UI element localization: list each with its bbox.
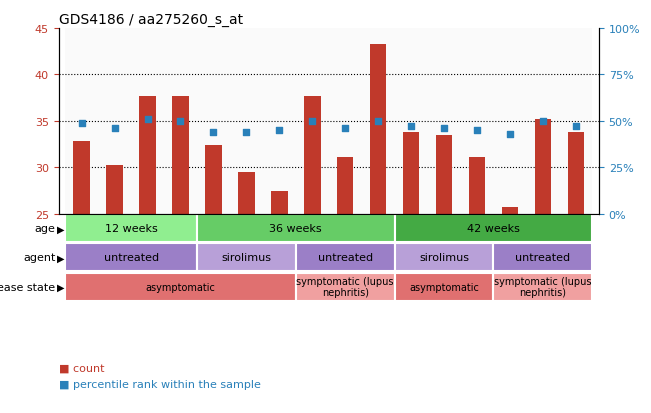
Bar: [74, 142, 90, 214]
FancyBboxPatch shape: [395, 215, 592, 243]
Point: [274, 128, 284, 134]
FancyBboxPatch shape: [197, 215, 395, 243]
Bar: [362, 29, 395, 214]
Text: asymptomatic: asymptomatic: [409, 282, 479, 292]
Bar: [534, 120, 551, 214]
Bar: [337, 158, 353, 214]
Bar: [428, 29, 460, 214]
Bar: [164, 29, 197, 214]
FancyBboxPatch shape: [197, 244, 296, 272]
Bar: [568, 133, 584, 214]
Point: [109, 126, 120, 132]
Text: sirolimus: sirolimus: [221, 253, 271, 263]
Bar: [139, 97, 156, 214]
FancyBboxPatch shape: [65, 244, 197, 272]
Bar: [559, 29, 592, 214]
Point: [538, 118, 548, 125]
Bar: [65, 29, 98, 214]
Bar: [173, 97, 189, 214]
Bar: [502, 208, 518, 214]
Bar: [238, 173, 255, 214]
Text: ▶: ▶: [57, 224, 65, 234]
Text: 36 weeks: 36 weeks: [270, 224, 322, 234]
Bar: [271, 192, 288, 214]
Text: disease state: disease state: [0, 282, 55, 292]
Bar: [493, 29, 527, 214]
Bar: [263, 29, 296, 214]
Text: ▶: ▶: [57, 253, 65, 263]
Point: [472, 128, 482, 134]
Text: asymptomatic: asymptomatic: [146, 282, 215, 292]
Point: [571, 124, 581, 131]
Bar: [329, 29, 362, 214]
Bar: [469, 158, 485, 214]
Text: 42 weeks: 42 weeks: [467, 224, 520, 234]
FancyBboxPatch shape: [395, 244, 493, 272]
Text: age: age: [35, 224, 55, 234]
FancyBboxPatch shape: [493, 244, 592, 272]
Point: [439, 126, 449, 132]
Bar: [527, 29, 559, 214]
Text: ▶: ▶: [57, 282, 65, 292]
Point: [208, 129, 219, 136]
Text: 12 weeks: 12 weeks: [105, 224, 158, 234]
Point: [241, 129, 251, 136]
Bar: [106, 166, 123, 214]
Bar: [205, 146, 222, 214]
Point: [307, 118, 318, 125]
Text: agent: agent: [23, 253, 55, 263]
Text: GDS4186 / aa275260_s_at: GDS4186 / aa275260_s_at: [59, 12, 243, 26]
FancyBboxPatch shape: [296, 244, 395, 272]
Text: untreated: untreated: [318, 253, 373, 263]
Text: untreated: untreated: [104, 253, 159, 263]
Text: untreated: untreated: [516, 253, 570, 263]
Bar: [131, 29, 164, 214]
Point: [340, 126, 350, 132]
Point: [373, 118, 383, 125]
Point: [143, 116, 153, 123]
FancyBboxPatch shape: [296, 273, 395, 301]
Point: [175, 118, 186, 125]
Text: symptomatic (lupus
nephritis): symptomatic (lupus nephritis): [296, 276, 394, 298]
Bar: [460, 29, 493, 214]
Point: [505, 131, 515, 138]
FancyBboxPatch shape: [493, 273, 592, 301]
Text: ■ count: ■ count: [59, 363, 104, 373]
Point: [406, 124, 417, 131]
Text: symptomatic (lupus
nephritis): symptomatic (lupus nephritis): [494, 276, 592, 298]
Bar: [403, 133, 419, 214]
FancyBboxPatch shape: [395, 273, 493, 301]
Point: [76, 120, 87, 127]
Bar: [230, 29, 263, 214]
Bar: [370, 45, 387, 214]
Bar: [304, 97, 320, 214]
Text: sirolimus: sirolimus: [419, 253, 469, 263]
Bar: [197, 29, 230, 214]
Bar: [395, 29, 428, 214]
Text: ■ percentile rank within the sample: ■ percentile rank within the sample: [59, 379, 260, 389]
Bar: [296, 29, 329, 214]
FancyBboxPatch shape: [65, 215, 197, 243]
Bar: [436, 135, 452, 214]
Bar: [98, 29, 131, 214]
FancyBboxPatch shape: [65, 273, 296, 301]
